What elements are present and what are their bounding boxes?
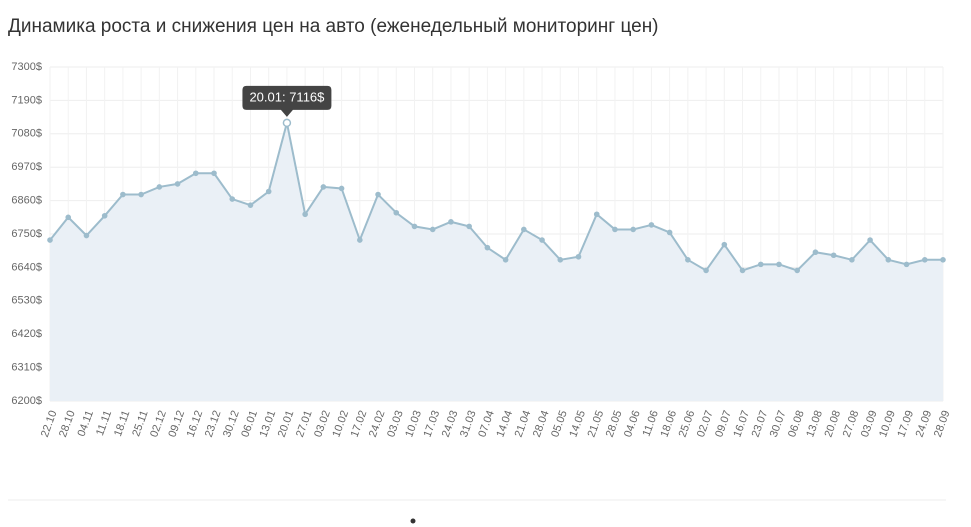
y-tick-label: 6420$ [11, 328, 42, 340]
plot: 20.01: 7116$ [47, 85, 946, 402]
point [65, 214, 72, 221]
point [429, 226, 436, 233]
point [120, 191, 126, 198]
point [849, 257, 855, 263]
tooltip-text: 20.01: 7116$ [249, 89, 325, 104]
y-tick-label: 6310$ [11, 362, 42, 374]
point [174, 181, 181, 187]
y-tick-label: 7300$ [11, 61, 42, 73]
point [393, 209, 400, 216]
y-tick-label: 6860$ [11, 195, 42, 207]
point [502, 257, 509, 263]
point [466, 223, 472, 230]
point [229, 196, 236, 202]
point [757, 261, 764, 268]
point [302, 211, 308, 218]
point [794, 267, 801, 274]
point [776, 261, 782, 268]
y-tick-label: 7190$ [11, 94, 42, 106]
line [49, 122, 943, 272]
point [685, 257, 691, 263]
point [521, 226, 527, 233]
point [830, 252, 837, 259]
point [83, 232, 90, 239]
y-tick-label: 6640$ [11, 261, 42, 273]
area [50, 122, 943, 402]
point [156, 184, 163, 190]
point [375, 191, 381, 198]
point [484, 244, 491, 251]
point [721, 241, 728, 248]
point [940, 257, 946, 263]
point [867, 237, 873, 243]
y-tick-label: 6970$ [11, 161, 42, 173]
point [739, 267, 746, 274]
point [138, 191, 144, 198]
point [411, 223, 418, 230]
point [812, 249, 819, 256]
point [539, 237, 545, 243]
point [612, 226, 618, 233]
dot [410, 518, 416, 524]
y-tick-label: 7080$ [11, 128, 42, 140]
active-point [282, 118, 292, 128]
point [648, 222, 655, 228]
x-tick-label: 28.09 [932, 409, 953, 439]
point [885, 257, 892, 263]
x-tick-label: 11.11 [94, 409, 114, 437]
tooltip: 20.01: 7116$ [242, 85, 332, 117]
point [47, 237, 53, 243]
point [101, 212, 108, 219]
point [192, 170, 199, 177]
y-tick-label: 6530$ [11, 295, 42, 307]
point [703, 267, 709, 274]
point [593, 211, 600, 218]
point [666, 229, 673, 236]
point [448, 219, 454, 225]
chart-title: Динамика роста и снижения цен на авто (е… [8, 16, 659, 37]
tooltip-box [242, 85, 332, 117]
point [265, 188, 272, 195]
y-tick-label: 6200$ [11, 395, 42, 407]
point [630, 226, 636, 233]
point [320, 184, 327, 190]
point [575, 253, 582, 260]
point [211, 170, 217, 177]
point [921, 257, 928, 263]
point [903, 261, 910, 268]
point [557, 257, 564, 263]
y-tick-label: 6750$ [11, 228, 42, 240]
point [338, 185, 345, 192]
point [247, 202, 254, 208]
point [357, 237, 363, 243]
